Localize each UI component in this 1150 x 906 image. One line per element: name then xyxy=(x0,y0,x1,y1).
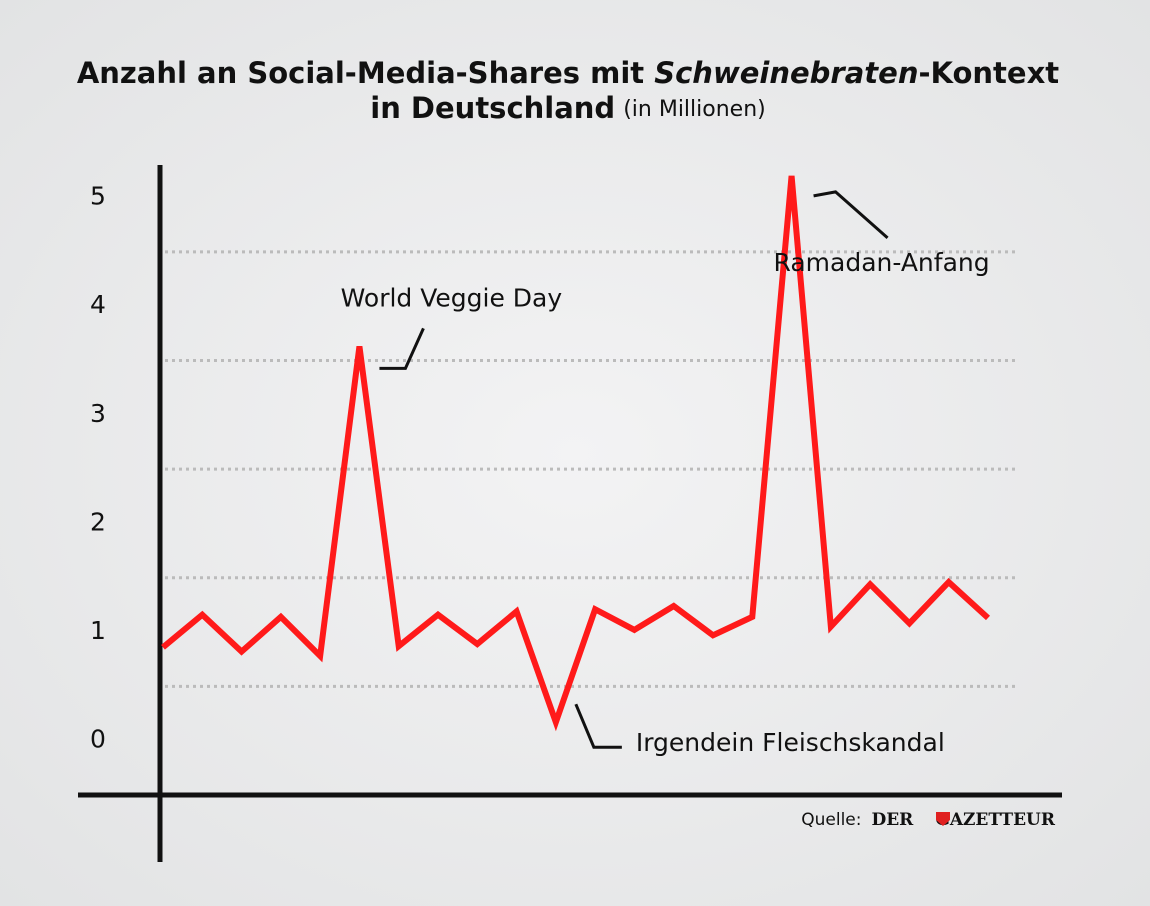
chart-subtitle: in Deutschland (in Millionen) xyxy=(370,91,765,125)
leader-line xyxy=(574,703,622,749)
y-tick-label: 4 xyxy=(90,290,106,319)
chart-title: Anzahl an Social-Media-Shares mit Schwei… xyxy=(77,56,1059,90)
title-part: -Kontext xyxy=(918,56,1059,90)
y-tick-label: 0 xyxy=(90,725,106,754)
unit: (in Millionen) xyxy=(623,97,766,122)
brand: DER xyxy=(871,810,914,830)
brand: GAZETTEUR xyxy=(935,810,1056,830)
title-line: in Deutschland xyxy=(370,91,615,125)
y-tick-label: 1 xyxy=(90,616,106,645)
y-tick-label: 5 xyxy=(90,182,106,211)
annotation: Ramadan-Anfang xyxy=(774,248,990,277)
annotation: World Veggie Day xyxy=(341,283,563,312)
line xyxy=(161,175,991,732)
title-italic: Schweinebraten xyxy=(654,56,918,90)
title-part: Anzahl an Social-Media-Shares mit xyxy=(77,56,654,90)
source: Quelle: DER GAZETTEUR xyxy=(801,810,1056,831)
leader-line xyxy=(379,327,425,370)
leader-line xyxy=(813,190,889,239)
y-tick-label: 2 xyxy=(90,507,106,536)
y-tick-label: 3 xyxy=(90,399,106,428)
source-label: Quelle: xyxy=(801,810,861,830)
brand-logo xyxy=(936,812,950,826)
annotation: Irgendein Fleischskandal xyxy=(636,728,945,757)
